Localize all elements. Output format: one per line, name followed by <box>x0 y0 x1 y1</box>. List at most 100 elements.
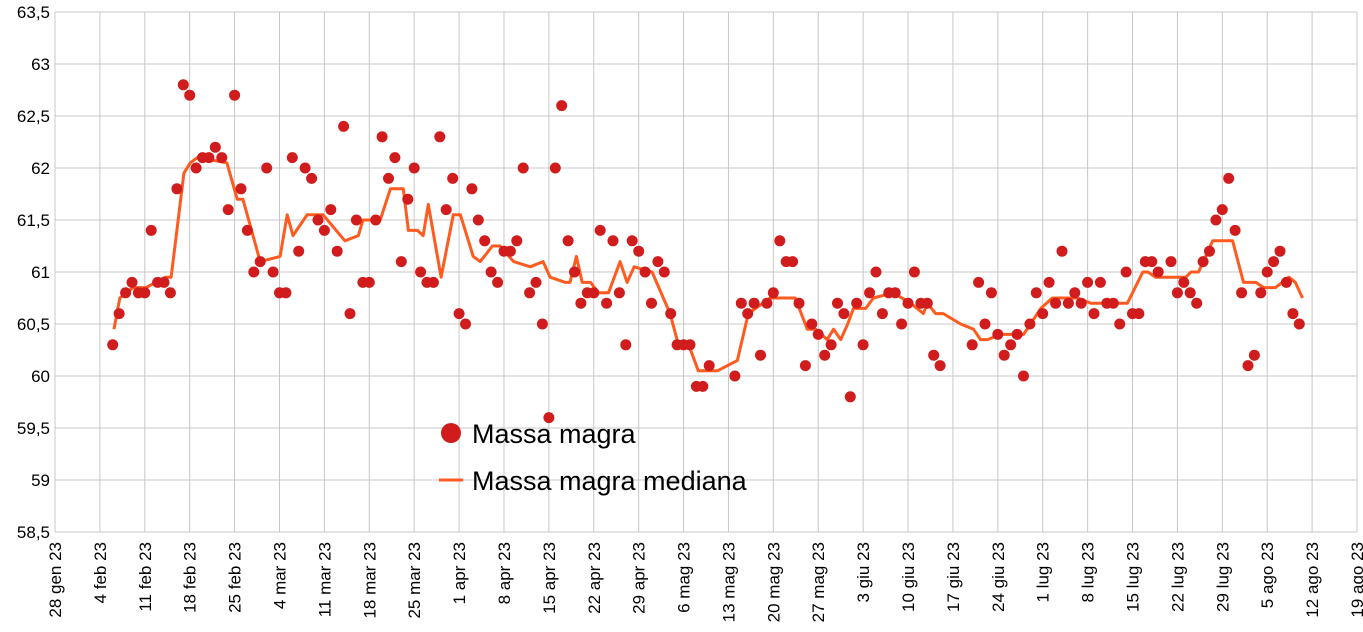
data-point <box>1005 339 1017 351</box>
data-point <box>569 266 580 278</box>
data-point <box>767 287 779 299</box>
x-tick-label: 8 apr 23 <box>495 542 514 604</box>
data-point <box>639 266 651 278</box>
x-tick-label: 3 giu 23 <box>854 542 873 603</box>
data-point <box>601 297 613 309</box>
x-tick-label: 6 mag 23 <box>675 542 694 613</box>
data-point <box>1075 297 1087 309</box>
data-point <box>350 214 362 226</box>
data-point <box>344 308 356 320</box>
data-point <box>889 287 901 299</box>
y-tick-label: 63 <box>31 55 50 74</box>
data-point <box>748 297 760 309</box>
data-point <box>908 266 920 278</box>
median-line-series <box>112 156 1304 373</box>
data-point <box>966 339 978 351</box>
data-point <box>1133 308 1145 320</box>
data-point <box>819 349 831 361</box>
data-point <box>633 245 645 257</box>
data-point <box>171 183 183 195</box>
scatter-series <box>107 79 1305 424</box>
data-point <box>184 89 196 101</box>
data-point <box>120 287 132 299</box>
data-point <box>729 370 741 382</box>
x-tick-label: 8 lug 23 <box>1079 542 1098 603</box>
data-point <box>504 245 516 257</box>
data-point <box>985 287 997 299</box>
data-point <box>1107 297 1119 309</box>
data-point <box>851 297 863 309</box>
x-tick-label: 1 apr 23 <box>450 542 469 604</box>
x-tick-label: 4 feb 23 <box>91 542 110 603</box>
data-point <box>684 339 696 351</box>
data-point <box>1152 266 1164 278</box>
data-point <box>209 141 221 153</box>
data-point <box>517 162 529 174</box>
data-point <box>254 256 266 268</box>
data-point <box>1082 276 1094 288</box>
y-tick-label: 62 <box>31 159 50 178</box>
data-point <box>434 131 446 143</box>
data-point <box>607 235 619 247</box>
data-point <box>793 297 805 309</box>
data-point <box>286 152 298 164</box>
data-point <box>229 89 241 101</box>
data-point <box>1268 256 1280 268</box>
data-point <box>902 297 914 309</box>
data-point <box>1210 214 1222 226</box>
data-point <box>703 360 715 372</box>
legend: Massa magra Massa magra mediana <box>439 419 748 496</box>
data-point <box>1229 224 1241 236</box>
data-point <box>460 318 471 330</box>
y-tick-label: 61,5 <box>17 211 50 230</box>
data-point <box>1255 287 1267 299</box>
data-point <box>665 308 677 320</box>
data-point <box>299 162 311 174</box>
data-point <box>1204 245 1215 257</box>
y-tick-label: 60,5 <box>17 315 50 334</box>
y-tick-label: 62,5 <box>17 107 50 126</box>
data-point <box>267 266 279 278</box>
x-tick-label: 25 feb 23 <box>226 542 245 613</box>
data-point <box>1171 287 1183 299</box>
data-point <box>928 349 940 361</box>
data-point <box>1274 245 1286 257</box>
data-point <box>876 308 888 320</box>
data-point <box>338 120 350 132</box>
data-point <box>1184 287 1196 299</box>
data-point <box>453 308 465 320</box>
data-point <box>549 162 561 174</box>
data-point <box>241 224 253 236</box>
data-point <box>479 235 491 247</box>
x-tick-label: 24 giu 23 <box>989 542 1008 612</box>
x-tick-label: 29 lug 23 <box>1213 542 1232 612</box>
data-point <box>934 360 946 372</box>
data-point <box>139 287 151 299</box>
data-point <box>415 266 427 278</box>
x-tick-label: 17 giu 23 <box>944 542 963 612</box>
data-point <box>1088 308 1100 320</box>
data-point <box>222 204 234 216</box>
data-point <box>530 276 542 288</box>
legend-label-massa-magra: Massa magra <box>472 419 637 449</box>
data-point <box>1050 297 1062 309</box>
data-point <box>575 297 587 309</box>
x-axis-ticks: 28 gen 23 4 feb 23 11 feb 23 18 feb 23 25 fe… <box>46 542 1363 622</box>
data-point <box>306 172 318 184</box>
data-point <box>164 287 176 299</box>
data-point <box>1094 276 1106 288</box>
data-point <box>1293 318 1305 330</box>
data-point <box>203 152 215 164</box>
data-point <box>588 287 600 299</box>
data-point <box>844 391 856 403</box>
data-point <box>1223 172 1235 184</box>
x-tick-label: 10 giu 23 <box>899 542 918 612</box>
y-axis-ticks: 58,5 59 59,5 60 60,5 61 61,5 62 62,5 63 63,5 <box>17 3 50 542</box>
data-point <box>992 328 1004 340</box>
data-point <box>312 214 324 226</box>
data-point <box>787 256 799 268</box>
x-tick-label: 15 lug 23 <box>1124 542 1143 612</box>
data-point <box>107 339 119 351</box>
y-tick-label: 60 <box>31 367 50 386</box>
